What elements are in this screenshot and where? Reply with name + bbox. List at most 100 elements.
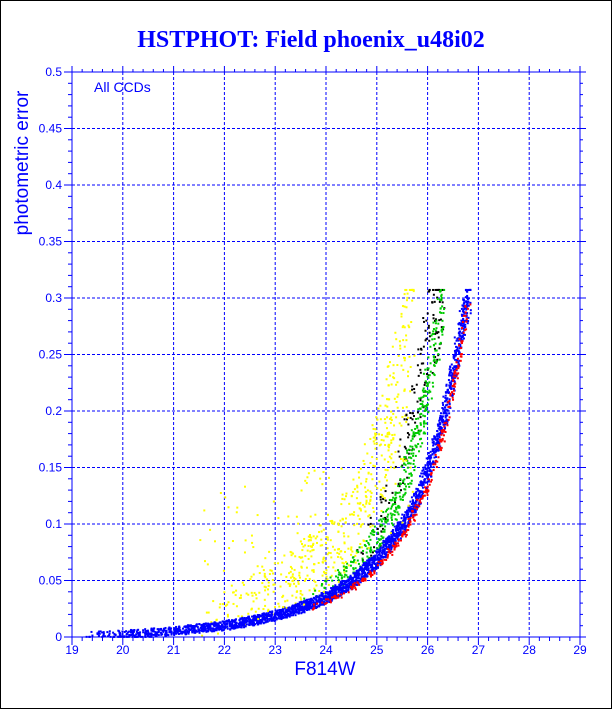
data-point xyxy=(356,577,359,580)
data-point xyxy=(387,536,390,539)
data-point xyxy=(404,491,407,494)
data-point xyxy=(404,470,407,473)
data-point xyxy=(433,364,436,367)
data-point xyxy=(368,543,371,546)
data-point xyxy=(263,598,266,601)
data-point xyxy=(263,615,266,618)
data-point xyxy=(341,586,344,589)
data-point xyxy=(281,608,284,611)
data-point xyxy=(376,556,379,559)
data-point xyxy=(410,288,413,291)
data-point xyxy=(288,613,291,616)
data-point xyxy=(469,312,472,315)
data-point xyxy=(215,624,218,627)
data-point xyxy=(378,538,381,541)
data-point xyxy=(389,374,392,377)
data-point xyxy=(423,473,426,476)
data-point xyxy=(441,432,444,435)
outlier-point xyxy=(333,561,336,564)
x-axis-label: F814W xyxy=(294,659,355,680)
data-point xyxy=(424,491,427,494)
data-point xyxy=(334,591,337,594)
data-point xyxy=(438,343,441,346)
data-point xyxy=(399,478,402,481)
data-point xyxy=(170,633,173,636)
data-point xyxy=(445,391,448,394)
data-point xyxy=(215,627,218,630)
data-point xyxy=(448,372,451,375)
data-point xyxy=(376,551,379,554)
data-point xyxy=(408,326,411,329)
data-point xyxy=(436,430,439,433)
data-point xyxy=(323,600,326,603)
data-point xyxy=(367,567,370,570)
data-point xyxy=(339,572,342,575)
x-tick-label: 21 xyxy=(167,643,181,657)
data-point xyxy=(340,588,343,591)
data-point xyxy=(374,432,377,435)
data-point xyxy=(270,611,273,614)
data-point xyxy=(301,556,304,559)
data-point xyxy=(231,619,234,622)
data-point xyxy=(270,619,273,622)
data-point xyxy=(233,626,236,629)
data-point xyxy=(152,627,155,630)
data-point xyxy=(255,597,258,600)
data-point xyxy=(251,594,254,597)
data-point xyxy=(375,558,378,561)
data-point xyxy=(382,439,385,442)
data-point xyxy=(389,550,392,553)
data-point xyxy=(130,633,133,636)
data-point xyxy=(381,563,384,566)
data-point xyxy=(405,299,408,302)
data-point xyxy=(235,618,238,621)
data-point xyxy=(245,623,248,626)
data-point xyxy=(305,604,308,607)
data-point xyxy=(305,609,308,612)
data-point xyxy=(267,613,270,616)
data-point xyxy=(426,382,429,385)
data-point xyxy=(452,375,455,378)
data-point xyxy=(403,517,406,520)
data-point xyxy=(441,415,444,418)
data-point xyxy=(408,462,411,465)
outlier-point xyxy=(261,565,264,568)
data-point xyxy=(418,433,421,436)
data-point xyxy=(318,531,321,534)
data-point xyxy=(384,499,387,502)
data-point xyxy=(380,515,383,518)
data-point xyxy=(113,633,116,636)
data-point xyxy=(307,600,310,603)
data-point xyxy=(388,361,391,364)
data-point xyxy=(317,561,320,564)
data-point xyxy=(423,431,426,434)
data-point xyxy=(315,606,318,609)
data-point xyxy=(185,625,188,628)
data-point xyxy=(405,334,408,337)
data-point xyxy=(337,578,340,581)
data-point xyxy=(304,544,307,547)
data-point xyxy=(388,501,391,504)
data-point xyxy=(325,599,328,602)
data-point xyxy=(357,514,360,517)
data-point xyxy=(381,536,384,539)
data-point xyxy=(464,306,467,309)
outlier-point xyxy=(268,550,271,553)
data-point xyxy=(433,347,436,350)
data-point xyxy=(392,412,395,415)
data-point xyxy=(358,502,361,505)
data-point xyxy=(428,389,431,392)
data-point xyxy=(432,293,435,296)
data-point xyxy=(455,368,458,371)
data-point xyxy=(361,557,364,560)
data-point xyxy=(366,575,369,578)
data-point xyxy=(352,572,355,575)
data-point xyxy=(398,527,401,530)
data-point xyxy=(435,362,438,365)
data-point xyxy=(330,596,333,599)
outlier-point xyxy=(402,459,405,462)
data-point xyxy=(347,564,350,567)
data-point xyxy=(463,329,466,332)
outlier-point xyxy=(273,562,276,565)
data-point xyxy=(384,510,387,513)
